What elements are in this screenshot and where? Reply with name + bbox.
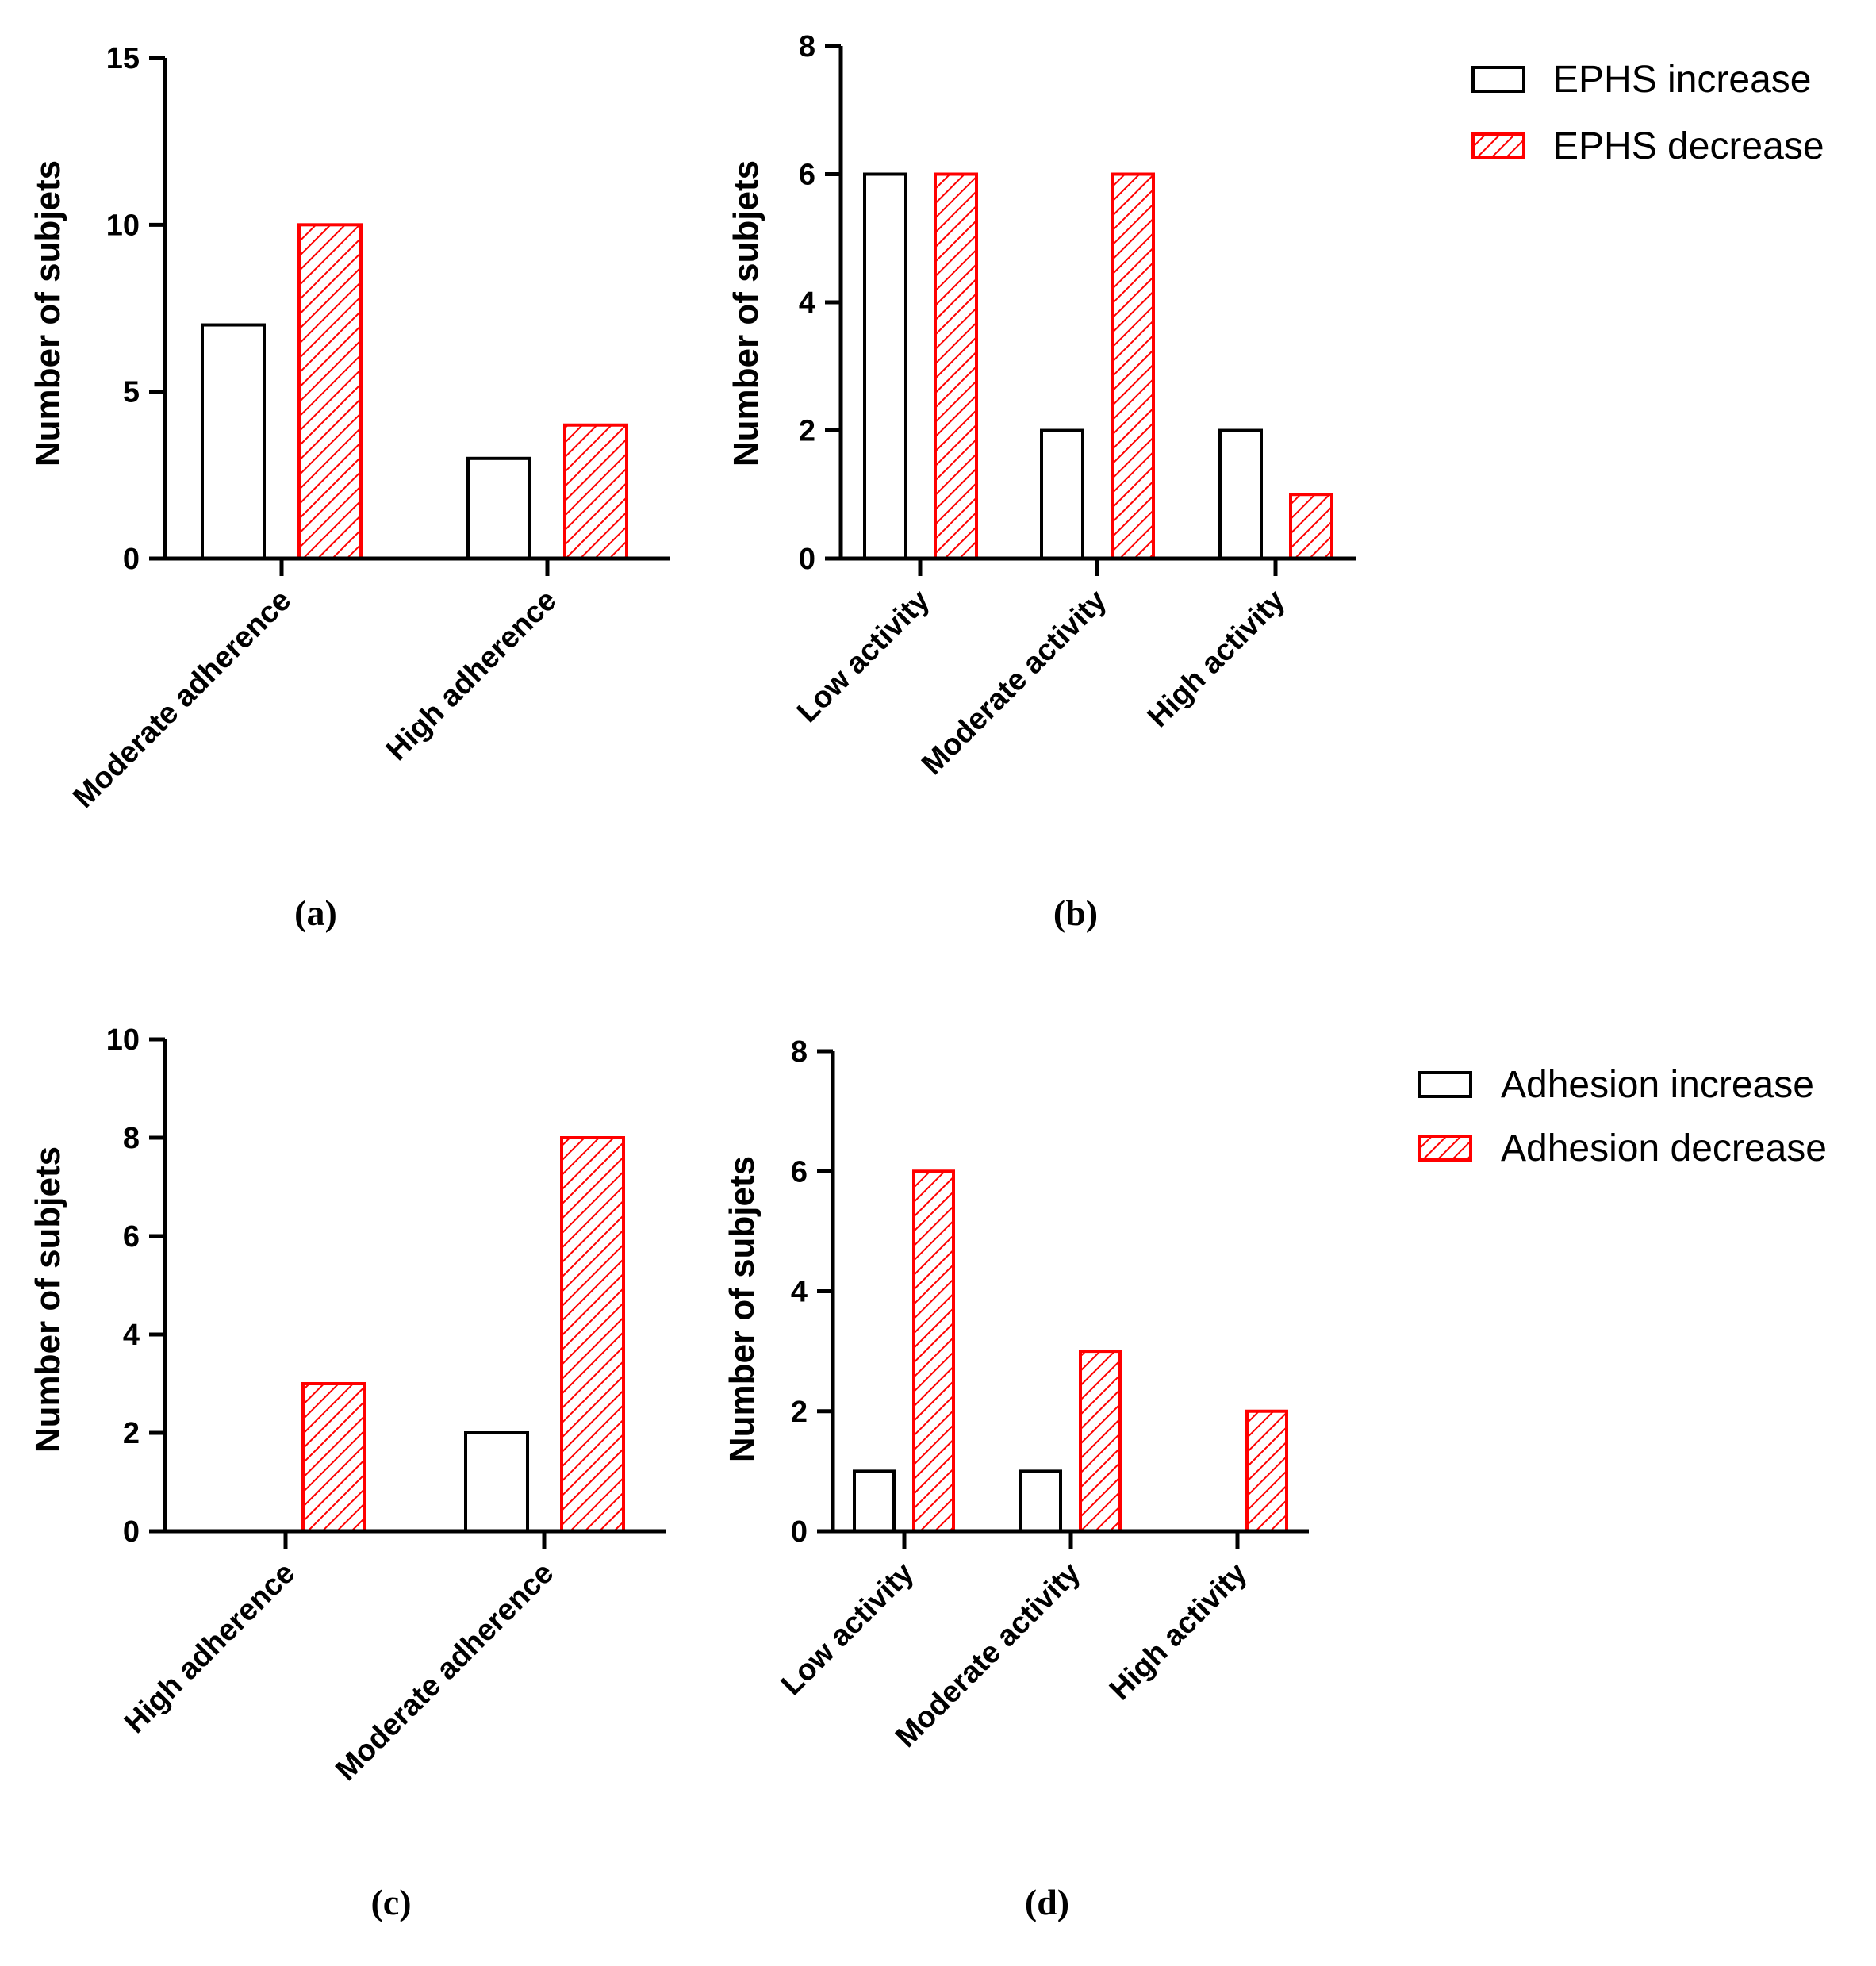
panel-d-bar-decrease-0 (912, 1169, 955, 1533)
panel-b-y-tick-label-1: 2 (799, 415, 815, 448)
panel-d-y-axis-title: Number of subjets (723, 1156, 762, 1462)
panel-c-bar-increase-1 (464, 1431, 529, 1533)
panel-c-y-tick-label-5: 10 (106, 1023, 140, 1057)
panel-d-label: (d) (1025, 1882, 1069, 1922)
panel-b-category-label-2: High activity (1141, 584, 1291, 734)
panel-b-bar-increase-0 (863, 172, 907, 560)
panel-b-bar-decrease-0 (934, 172, 978, 560)
panel-a-category-label-0: Moderate adherence (67, 584, 297, 815)
panel-b-y-title-group: Number of subjets (727, 160, 765, 467)
panel-a-bar-decrease-1 (563, 423, 628, 560)
panel-c-y-tick-label-4: 8 (123, 1122, 140, 1155)
panel-c-y-tick-label-0: 0 (123, 1515, 140, 1549)
panel-a-y-title-group: Number of subjets (29, 160, 67, 467)
panel-b-bar-increase-1 (1040, 428, 1084, 560)
panel-d-category-label-0: Low activity (775, 1557, 920, 1702)
legend-adhesion-decrease-swatch (1418, 1135, 1472, 1162)
panel-d-y-tick-label-2: 4 (791, 1276, 808, 1309)
panel-d-bar-decrease-2 (1245, 1409, 1288, 1533)
legend-ephs-decrease-swatch (1471, 132, 1525, 159)
panel-d-bar-decrease-1 (1079, 1350, 1122, 1533)
panel-a-y-tick-label-2: 10 (106, 209, 140, 242)
panel-a-bar-increase-1 (466, 456, 531, 560)
panel-a-category-label-1: High adherence (380, 584, 563, 767)
panel-d-category-label-2: High activity (1103, 1557, 1253, 1707)
panel-c-label: (c) (370, 1882, 411, 1922)
legend-ephs-increase-label: EPHS increase (1553, 59, 1811, 101)
panel-b-y-tick-label-4: 8 (799, 30, 815, 63)
panel-b-y-tick-label-0: 0 (799, 543, 815, 576)
legend-adhesion-increase-swatch (1418, 1071, 1472, 1098)
panel-c-y-axis-title: Number of subjets (29, 1146, 67, 1453)
panel-b-y-tick-label-2: 4 (799, 286, 815, 320)
panel-a-bar-increase-0 (201, 323, 266, 560)
panel-d-y-tick-label-3: 6 (791, 1155, 808, 1188)
panel-a-y-tick-label-3: 15 (106, 42, 140, 75)
panel-b-bar-decrease-2 (1289, 493, 1333, 560)
legend-adhesion: Adhesion increase Adhesion decrease (1418, 1064, 1827, 1169)
panel-c-bar-decrease-1 (560, 1136, 625, 1533)
legend-ephs: EPHS increase EPHS decrease (1471, 59, 1824, 167)
panel-d-y-tick-label-4: 8 (791, 1035, 808, 1069)
panel-c-category-label-1: Moderate adherence (329, 1557, 560, 1787)
panel-d-category-label-1: Moderate activity (889, 1557, 1087, 1754)
panel-a: Number of subjets 0 5 10 15 Moderate adheren… (29, 42, 670, 933)
panel-b: Number of subjets 0 2 4 6 8 Low activityModer… (727, 30, 1356, 933)
legend-ephs-increase-swatch (1471, 66, 1525, 93)
panel-a-y-tick-label-1: 5 (123, 376, 140, 409)
panel-a-plot: 0 5 10 15 Moderate adherence High adherence (67, 42, 670, 815)
legend-adhesion-decrease-label: Adhesion decrease (1501, 1127, 1827, 1169)
legend-adhesion-increase-label: Adhesion increase (1501, 1064, 1814, 1106)
panel-a-y-tick-label-0: 0 (123, 543, 140, 576)
panel-b-y-axis-title: Number of subjets (727, 160, 765, 467)
panel-d: Number of subjets 0 2 4 6 8 Low activityModer… (723, 1035, 1309, 1922)
panel-c-y-tick-label-2: 4 (123, 1319, 140, 1352)
panel-a-bar-decrease-0 (297, 223, 363, 560)
panel-b-bar-decrease-1 (1111, 172, 1155, 560)
panel-c: Number of subjets 0 2 4 6 8 10 High adherence M… (29, 1023, 666, 1922)
panel-d-y-title-group: Number of subjets (723, 1156, 762, 1462)
panel-c-y-tick-label-1: 2 (123, 1417, 140, 1450)
panel-c-bar-decrease-0 (301, 1382, 366, 1533)
panel-a-y-axis-title: Number of subjets (29, 160, 67, 467)
panel-d-y-tick-label-1: 2 (791, 1396, 808, 1429)
panel-b-y-tick-label-3: 6 (799, 159, 815, 192)
panel-d-y-tick-label-0: 0 (791, 1515, 808, 1549)
panel-a-label: (a) (294, 893, 337, 933)
panel-b-category-label-1: Moderate activity (915, 584, 1113, 781)
panel-c-plot: 0 2 4 6 8 10 High adherence Moderate adherence (106, 1023, 666, 1787)
panel-c-y-tick-label-3: 6 (123, 1220, 140, 1254)
panel-b-bar-increase-2 (1218, 428, 1263, 560)
legend-ephs-decrease-label: EPHS decrease (1553, 125, 1824, 167)
panel-b-category-label-0: Low activity (791, 584, 936, 729)
panel-c-y-title-group: Number of subjets (29, 1146, 67, 1453)
panel-d-bar-increase-0 (853, 1469, 896, 1533)
panel-d-bar-increase-1 (1019, 1469, 1062, 1533)
panel-b-label: (b) (1053, 893, 1098, 933)
panel-c-category-label-0: High adherence (118, 1557, 301, 1740)
